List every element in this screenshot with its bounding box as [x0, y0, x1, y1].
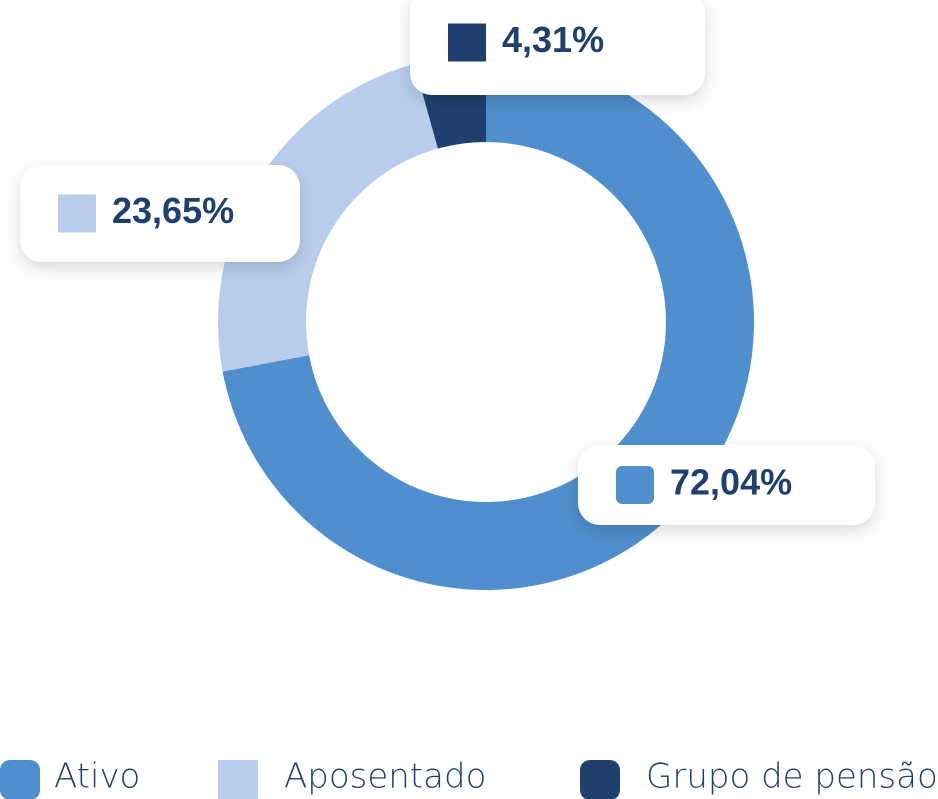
- legend-swatch: [218, 760, 258, 799]
- legend-label: Ativo: [54, 757, 140, 797]
- label-swatch: [58, 194, 96, 233]
- value-label: 72,04%: [670, 462, 792, 503]
- legend-label: Aposentado: [284, 757, 486, 797]
- value-label: 4,31%: [502, 19, 604, 60]
- legend-swatch: [0, 760, 40, 799]
- legend-swatch: [580, 760, 620, 799]
- label-swatch: [616, 466, 654, 504]
- legend-label: Grupo de pensão: [646, 757, 938, 797]
- label-box: [20, 165, 300, 262]
- label-box: [578, 445, 875, 525]
- value-label: 23,65%: [112, 190, 234, 231]
- label-swatch: [448, 23, 486, 62]
- slice: [218, 63, 438, 372]
